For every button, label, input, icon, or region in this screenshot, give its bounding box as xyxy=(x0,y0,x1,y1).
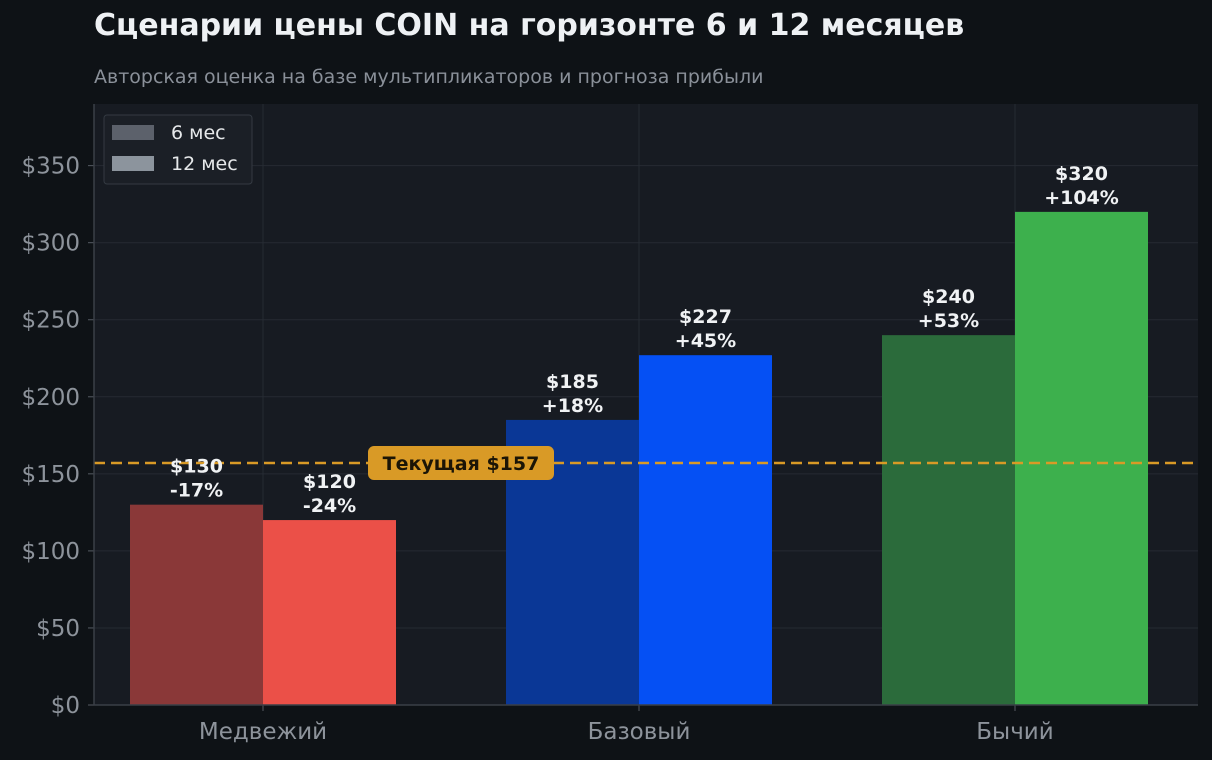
bar-change-label: -24% xyxy=(303,495,356,517)
bar-change-label: +53% xyxy=(918,310,979,332)
y-tick-label: $300 xyxy=(21,231,80,257)
y-tick-label: $350 xyxy=(21,154,80,180)
x-tick-label: Бычий xyxy=(976,719,1053,745)
bar-change-label: -17% xyxy=(170,480,223,502)
chart-title: Сценарии цены COIN на горизонте 6 и 12 м… xyxy=(94,8,965,43)
bar-12m xyxy=(263,520,396,705)
axes: $0 $50 $100 $150 $200 $250 $300 $350 Медвежий Баз… xyxy=(21,104,1198,745)
legend-label: 12 мес xyxy=(171,153,238,175)
y-tick-label: $0 xyxy=(51,693,80,719)
current-price-label: Текущая $157 xyxy=(383,453,540,475)
bar-change-label: +18% xyxy=(542,395,603,417)
y-tick-label: $250 xyxy=(21,308,80,334)
reference-line-group: Текущая $157 xyxy=(94,446,1198,481)
y-tick-label: $100 xyxy=(21,539,80,565)
bar-value-label: $240 xyxy=(922,286,975,308)
bar-12m xyxy=(1015,211,1148,705)
legend-swatch xyxy=(112,156,154,171)
x-tick-label: Базовый xyxy=(588,719,691,745)
bar-value-label: $130 xyxy=(170,456,223,478)
bar-value-label: $185 xyxy=(546,371,599,393)
bar-6m xyxy=(130,504,263,705)
y-tick-label: $50 xyxy=(36,616,80,642)
bar-value-label: $320 xyxy=(1055,163,1108,185)
bar-change-label: +104% xyxy=(1044,187,1119,209)
y-tick-label: $200 xyxy=(21,385,80,411)
bar-change-label: +45% xyxy=(675,330,736,352)
bar-value-label: $227 xyxy=(679,306,732,328)
legend: 6 мес 12 мес xyxy=(103,114,253,185)
current-price-badge xyxy=(368,446,554,481)
legend-swatch xyxy=(112,125,154,140)
chart-subtitle: Авторская оценка на базе мультипликаторо… xyxy=(94,66,764,88)
y-tick-label: $150 xyxy=(21,462,80,488)
x-tick-label: Медвежий xyxy=(199,719,327,745)
bar-6m xyxy=(882,335,1015,705)
data-labels: $130-17% $185+18% $240+53% $120-24% $227+45%… xyxy=(170,163,1119,517)
legend-label: 6 мес xyxy=(171,122,226,144)
bar-value-label: $120 xyxy=(303,471,356,493)
bar-12m xyxy=(639,355,772,705)
